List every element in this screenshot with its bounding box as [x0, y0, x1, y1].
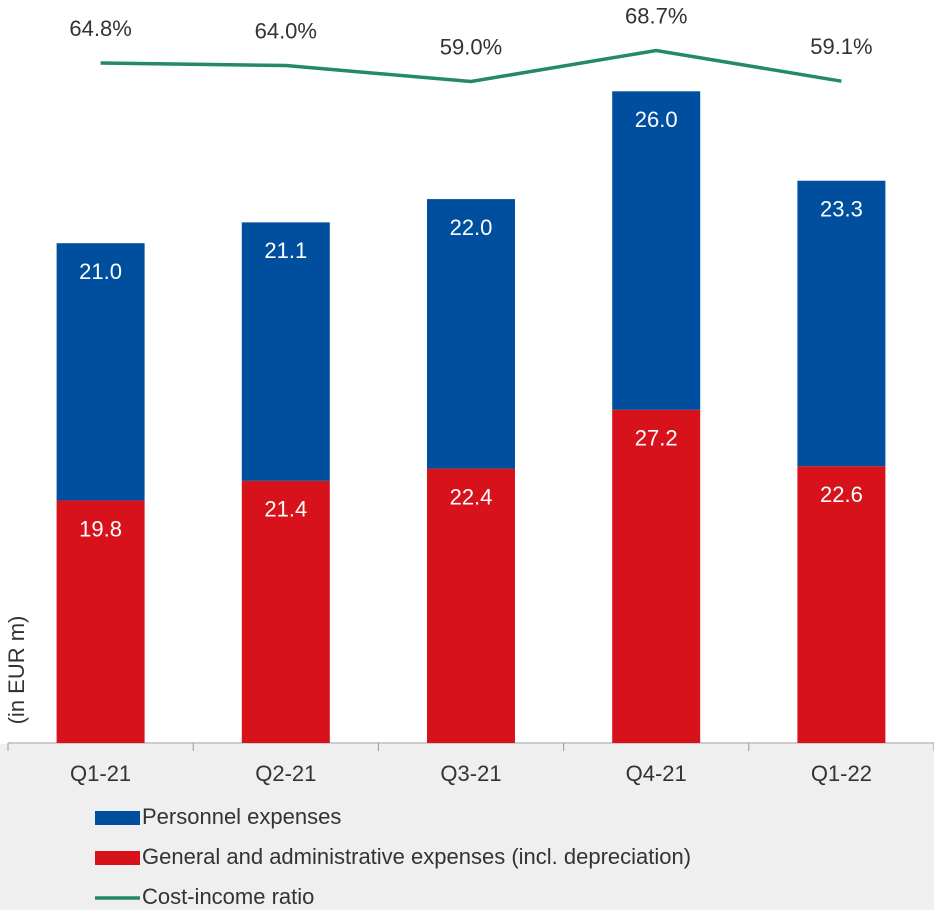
value-label: 22.0 — [450, 215, 493, 240]
legend-swatch — [95, 851, 140, 865]
bar — [612, 91, 701, 410]
x-tick-label: Q1-22 — [811, 761, 872, 786]
legend-label: Personnel expenses — [142, 804, 341, 829]
value-label: 21.0 — [79, 259, 122, 284]
value-label: 26.0 — [635, 107, 678, 132]
bar — [56, 243, 145, 501]
x-tick-label: Q2-21 — [255, 761, 316, 786]
value-label: 19.8 — [79, 516, 122, 541]
x-tick-label: Q1-21 — [70, 761, 131, 786]
bar — [797, 466, 886, 743]
line-label: 64.0% — [255, 18, 317, 43]
value-label: 23.3 — [820, 197, 863, 222]
bar — [612, 409, 701, 743]
legend-swatch — [95, 811, 140, 825]
x-tick-label: Q3-21 — [440, 761, 501, 786]
legend-label: Cost-income ratio — [142, 884, 314, 909]
value-label: 27.2 — [635, 426, 678, 451]
bar — [427, 199, 515, 469]
value-label: 22.6 — [820, 482, 863, 507]
line-label: 68.7% — [625, 3, 687, 28]
line-label: 59.1% — [810, 34, 872, 59]
value-label: 21.4 — [264, 497, 307, 522]
bar — [427, 468, 515, 743]
bar — [797, 180, 886, 467]
y-axis-label: (in EUR m) — [4, 616, 29, 725]
x-tick-label: Q4-21 — [626, 761, 687, 786]
line-label: 59.0% — [440, 34, 502, 59]
bar — [56, 500, 145, 743]
legend-label: General and administrative expenses (inc… — [142, 844, 691, 869]
value-label: 22.4 — [450, 484, 493, 509]
bar — [241, 480, 330, 743]
bar — [241, 222, 330, 481]
legend-background — [0, 744, 934, 910]
value-label: 21.1 — [264, 238, 307, 263]
line-label: 64.8% — [69, 16, 131, 41]
line — [100, 48, 842, 84]
